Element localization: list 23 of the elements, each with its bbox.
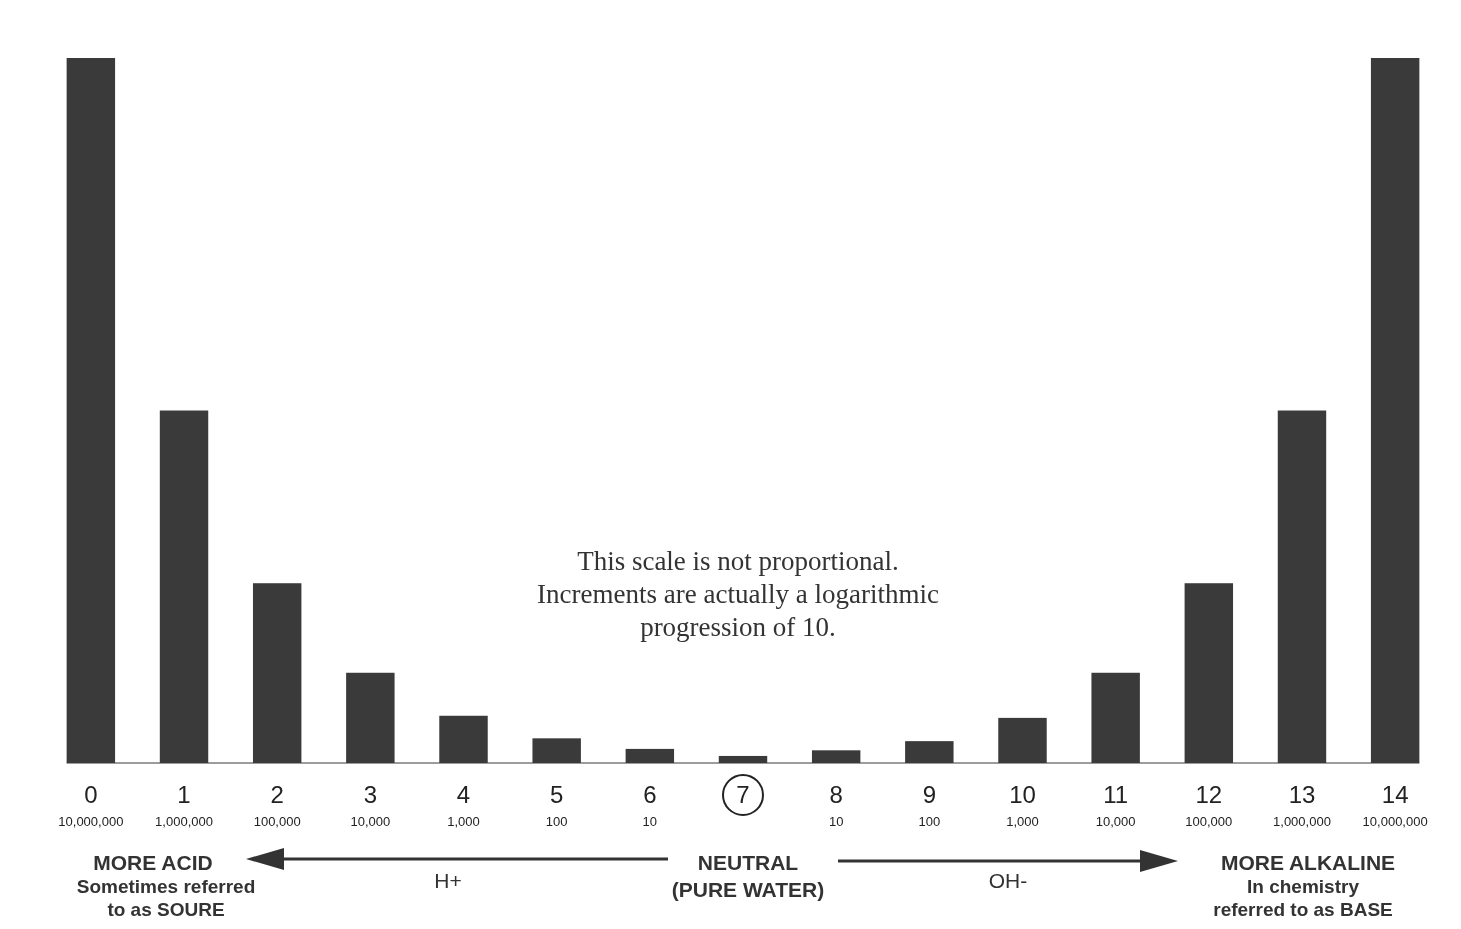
- x-tick-label: 3 10,000: [350, 781, 391, 829]
- x-tick-label: 14 10,000,000: [1362, 781, 1428, 829]
- text: MORE ACID: [93, 851, 213, 874]
- text: NEUTRAL (PURE WATER): [671, 851, 825, 901]
- x-tick-label: 6 10: [642, 781, 658, 829]
- x-tick-label: 5 100: [545, 781, 568, 829]
- x-tick-label: 11 10,000: [1095, 781, 1136, 829]
- x-tick-label: 7: [736, 781, 750, 808]
- x-tick-label: 12 100,000: [1185, 781, 1233, 829]
- x-tick-label: 4 1,000: [447, 781, 480, 829]
- text: MORE ALKALINE: [1220, 851, 1396, 874]
- text: Sometimes referred to as SOURE: [76, 876, 256, 920]
- x-tick-label: 0 10,000,000: [58, 781, 124, 829]
- x-tick-label: 2 100,000: [253, 781, 301, 829]
- x-tick-label: 1 1,000,000: [155, 781, 213, 829]
- x-tick-label: 10 1,000: [1006, 781, 1039, 829]
- x-tick-label: 13 1,000,000: [1273, 781, 1331, 829]
- text: H+: [434, 869, 462, 892]
- x-tick-label: 8 10: [828, 781, 844, 829]
- text: OH-: [988, 869, 1028, 892]
- annotation: This scale is not proportional. Increments are actually a logarithmic progression of 10.: [537, 546, 939, 642]
- x-tick-label: 9 100: [918, 781, 941, 829]
- text: In chemistry referred to as BASE: [1213, 876, 1393, 920]
